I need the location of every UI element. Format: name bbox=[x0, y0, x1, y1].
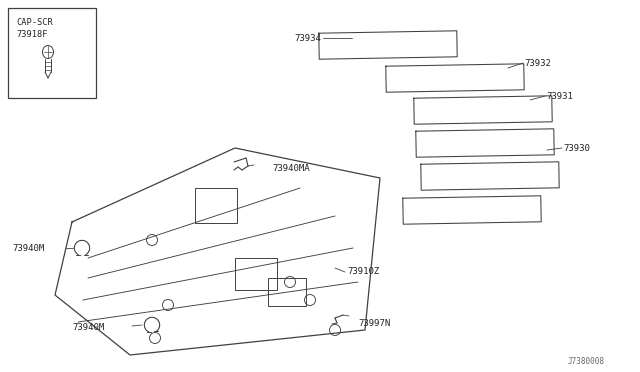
Text: 73910Z: 73910Z bbox=[347, 267, 380, 276]
Bar bbox=[195, 188, 237, 223]
Text: 73932: 73932 bbox=[524, 58, 551, 67]
Text: 73930: 73930 bbox=[563, 144, 590, 153]
Text: 73940M: 73940M bbox=[12, 244, 44, 253]
Text: 73940MA: 73940MA bbox=[272, 164, 310, 173]
Bar bbox=[268, 278, 306, 306]
Bar bbox=[235, 258, 277, 290]
Text: 73997N: 73997N bbox=[358, 318, 390, 327]
Text: CAP-SCR: CAP-SCR bbox=[16, 17, 52, 26]
Text: 73934: 73934 bbox=[294, 33, 321, 42]
Text: 73940M: 73940M bbox=[72, 324, 104, 333]
Bar bbox=[8, 8, 96, 98]
Text: 73918F: 73918F bbox=[16, 29, 47, 38]
Text: J7380008: J7380008 bbox=[568, 357, 605, 366]
Text: 73931: 73931 bbox=[546, 92, 573, 100]
